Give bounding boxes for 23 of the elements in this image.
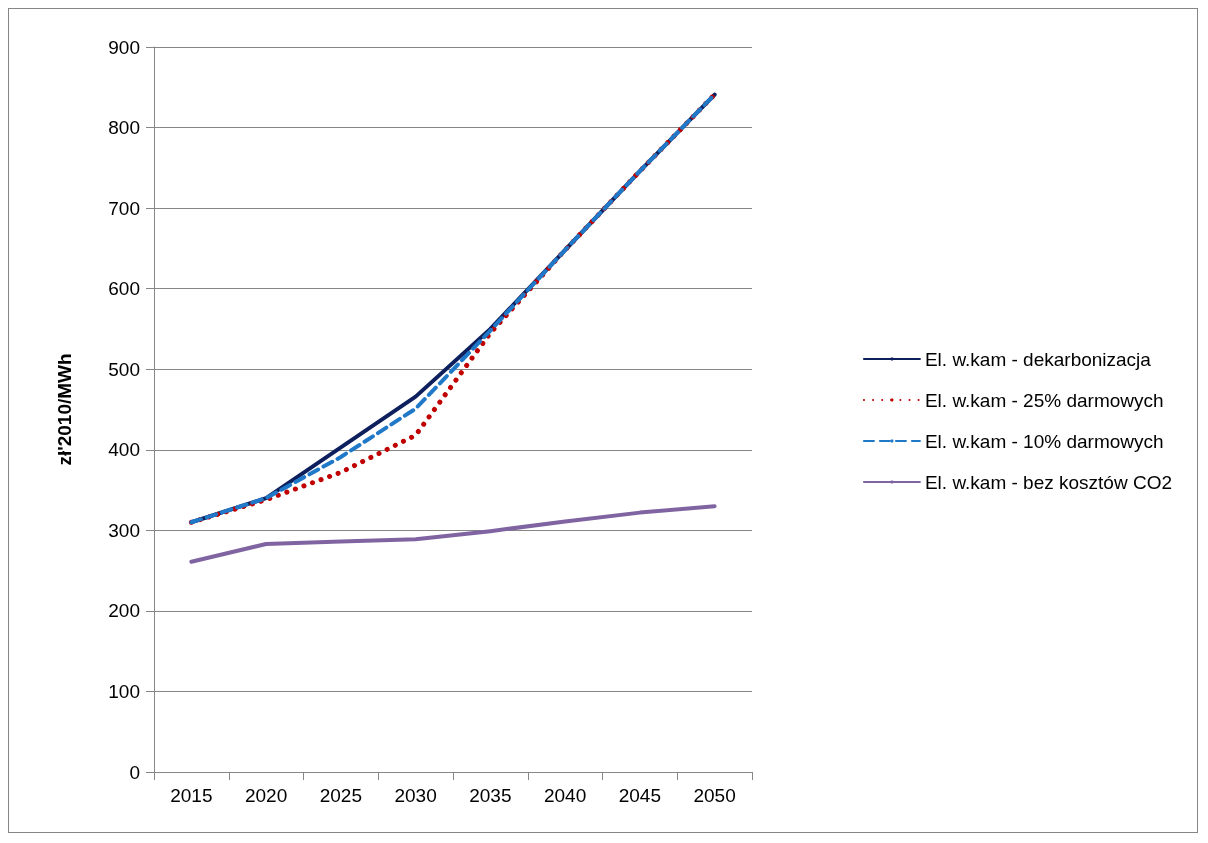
x-tick-label: 2020 <box>244 785 288 806</box>
x-tick-label: 2015 <box>170 785 213 806</box>
x-tick-label: 2040 <box>543 785 587 806</box>
legend-label: El. w.kam - 25% darmowych <box>924 389 1164 411</box>
y-tick-label: 400 <box>108 439 140 461</box>
y-axis-title: zł'2010/MWh <box>54 353 75 466</box>
legend-label: El. w.kam - 10% darmowych <box>924 430 1164 452</box>
x-tick-label: 2030 <box>394 785 437 806</box>
legend-label: El. w.kam - bez kosztów CO2 <box>924 471 1172 493</box>
y-tick-label: 100 <box>108 680 140 702</box>
y-tick-label: 800 <box>108 117 140 139</box>
y-tick-label: 500 <box>108 358 140 380</box>
y-tick-label: 700 <box>108 197 140 219</box>
y-tick-label: 200 <box>108 600 140 622</box>
y-tick-label: 900 <box>108 36 140 58</box>
x-tick-label: 2025 <box>319 785 363 806</box>
x-tick-label: 2050 <box>693 785 736 806</box>
x-tick-label: 2045 <box>618 785 662 806</box>
x-tick-label: 2035 <box>469 785 512 806</box>
y-tick-label: 0 <box>129 761 140 783</box>
y-tick-label: 600 <box>108 278 140 300</box>
legend-label: El. w.kam - dekarbonizacja <box>924 348 1152 370</box>
y-tick-label: 300 <box>108 519 140 541</box>
